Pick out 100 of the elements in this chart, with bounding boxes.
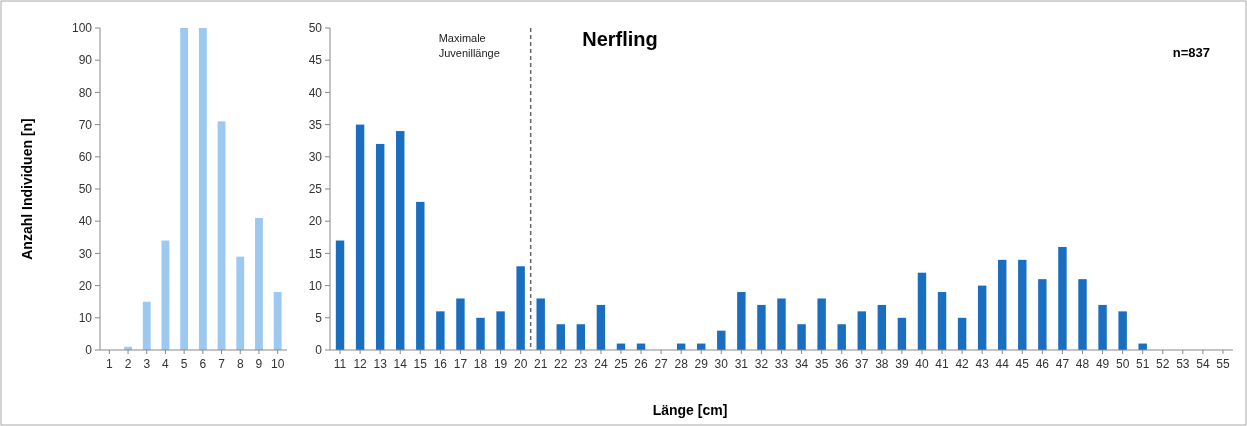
x-tick-label: 1	[106, 357, 114, 371]
x-tick-label: 40	[915, 357, 929, 371]
x-tick-label: 31	[734, 357, 749, 371]
bar	[717, 330, 726, 350]
bar	[777, 298, 786, 350]
bar	[596, 304, 606, 350]
x-tick-label: 21	[534, 357, 548, 371]
x-tick-label: 10	[270, 357, 285, 371]
bar	[757, 304, 766, 350]
y-tick-label: 0	[315, 343, 323, 358]
y-tick-label: 5	[315, 311, 323, 325]
x-tick-label: 17	[453, 357, 468, 371]
x-tick-label: 52	[1156, 357, 1170, 371]
x-tick-label: 26	[634, 357, 649, 371]
bar	[142, 301, 151, 350]
x-tick-label: 50	[1115, 357, 1130, 371]
bar	[476, 317, 485, 350]
bar	[917, 272, 927, 350]
x-tick-label: 24	[594, 357, 608, 371]
bar	[1098, 304, 1107, 350]
y-tick-label: 80	[78, 85, 93, 100]
x-tick-label: 28	[674, 357, 689, 371]
x-tick-label: 36	[835, 357, 849, 371]
bar	[1038, 279, 1047, 350]
x-tick-label: 16	[433, 357, 448, 371]
y-tick-label: 15	[308, 246, 323, 261]
y-tick-label: 40	[78, 214, 93, 229]
y-tick-label: 10	[308, 278, 323, 293]
y-tick-label: 40	[308, 85, 323, 100]
bar	[1018, 259, 1027, 350]
x-tick-label: 11	[333, 357, 347, 371]
x-tick-label: 54	[1196, 357, 1210, 371]
bar	[937, 292, 947, 350]
x-tick-label: 47	[1055, 357, 1070, 371]
x-tick-label: 15	[413, 357, 428, 371]
y-tick-label: 50	[308, 21, 323, 36]
bar	[236, 256, 245, 350]
bar	[198, 28, 207, 350]
annotation: n=837	[1172, 45, 1210, 60]
x-tick-label: 19	[493, 357, 508, 371]
bar	[556, 324, 565, 350]
bar	[516, 266, 525, 350]
x-tick-label: 20	[513, 357, 528, 371]
x-tick-label: 32	[754, 357, 769, 371]
bar	[255, 217, 263, 350]
x-tick-label: 38	[875, 357, 889, 371]
bar	[396, 131, 405, 350]
bar	[456, 298, 465, 350]
x-tick-label: 29	[694, 357, 709, 371]
y-tick-label: 35	[308, 117, 323, 132]
x-tick-label: 7	[218, 357, 226, 371]
x-tick-label: 49	[1095, 357, 1110, 371]
y-tick-label: 60	[78, 150, 93, 164]
x-tick-label: 2	[124, 357, 132, 371]
x-tick-label: 6	[199, 357, 207, 371]
x-tick-label: 8	[236, 357, 244, 371]
x-tick-label: 4	[162, 357, 170, 371]
bar	[436, 311, 445, 350]
y-tick-label: 20	[308, 214, 323, 229]
x-tick-label: 13	[373, 357, 388, 371]
y-tick-label: 100	[71, 21, 93, 36]
x-tick-label: 25	[614, 357, 628, 371]
x-tick-label: 45	[1015, 357, 1030, 371]
chart-title: Nerfling	[582, 28, 658, 50]
bar	[857, 311, 866, 350]
x-tick-label: 5	[180, 357, 188, 371]
x-tick-label: 27	[654, 357, 669, 371]
bar	[273, 292, 282, 350]
y-tick-label: 30	[308, 150, 323, 164]
y-tick-label: 50	[78, 182, 93, 197]
x-tick-label: 46	[1035, 357, 1050, 371]
bar	[1058, 246, 1067, 350]
x-tick-label: 48	[1075, 357, 1090, 371]
bar	[496, 311, 505, 350]
bar	[897, 317, 907, 350]
bar	[375, 143, 385, 350]
x-tick-label: 12	[353, 357, 368, 371]
y-axis-title: Anzahl Individuen [n]	[19, 118, 35, 260]
bar	[737, 292, 746, 350]
y-tick-label: 90	[78, 53, 93, 68]
x-tick-label: 34	[794, 357, 809, 371]
y-tick-label: 20	[78, 278, 93, 293]
bar	[977, 285, 987, 350]
y-tick-label: 70	[78, 117, 93, 132]
bar	[536, 298, 545, 350]
x-tick-label: 33	[774, 357, 789, 371]
bar	[1078, 279, 1087, 350]
bar	[877, 304, 887, 350]
x-tick-label: 14	[393, 357, 408, 371]
bar	[817, 298, 826, 350]
ref-line-label: Maximale Juvenillänge	[438, 32, 500, 59]
x-tick-label: 39	[895, 357, 909, 371]
x-tick-label: 43	[975, 357, 990, 371]
x-tick-label: 3	[143, 357, 151, 371]
bar	[797, 324, 806, 350]
bar	[180, 28, 189, 350]
x-tick-label: 55	[1216, 357, 1230, 371]
bar	[576, 324, 586, 350]
x-tick-label: 30	[714, 357, 729, 371]
bar	[335, 240, 345, 350]
